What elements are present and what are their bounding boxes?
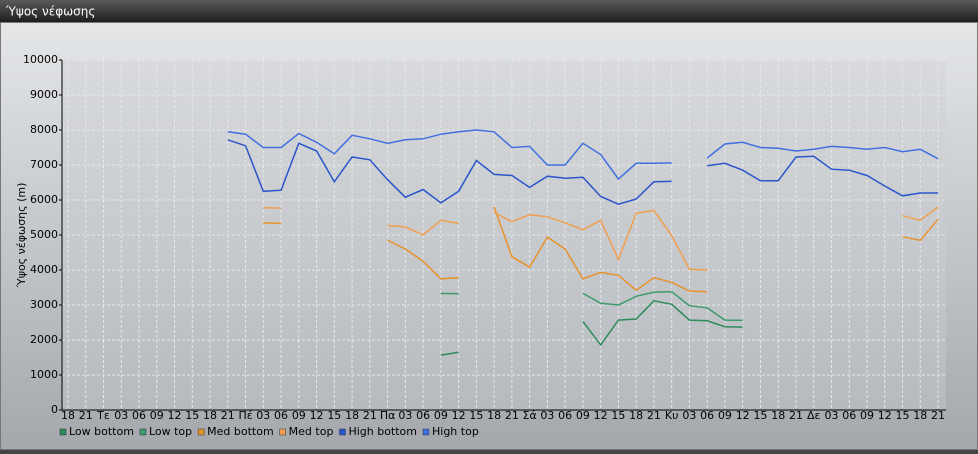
x-tick-label: 06 [842,409,856,422]
x-tick-label: 21 [79,409,93,422]
series-line [440,299,743,356]
y-axis-label: Ύψος νέφωσης (m) [15,183,28,289]
title-bar [0,0,978,22]
series-line [263,206,939,271]
x-tick-label: 03 [540,409,554,422]
y-tick-label: 8000 [30,123,58,136]
x-tick-label: 18 [771,409,785,422]
x-tick-label: 09 [292,409,306,422]
x-tick-label: 18 [913,409,927,422]
legend-label: High top [432,425,479,438]
x-tick-label: 12 [736,409,750,422]
x-tick-label: 09 [576,409,590,422]
y-tick-label: 9000 [30,88,58,101]
x-tick-label: Πα [380,409,396,422]
y-tick-label: 2000 [30,333,58,346]
x-tick-label: 21 [221,409,235,422]
x-tick-label: 09 [434,409,448,422]
x-tick-label: 09 [718,409,732,422]
x-tick-label: 15 [469,409,483,422]
x-tick-label: Πέ [238,409,252,422]
y-tick-label: 6000 [30,193,58,206]
legend-swatch [279,428,286,436]
series-line [227,129,939,181]
x-tick-label: Σά [523,409,537,422]
x-tick-label: 03 [682,409,696,422]
x-tick-label: 18 [345,409,359,422]
x-tick-label: 06 [416,409,430,422]
x-tick-label: 12 [878,409,892,422]
legend-label: Med top [289,425,334,438]
y-tick-label: 3000 [30,298,58,311]
x-tick-label: 09 [150,409,164,422]
y-tick-label: 1000 [30,368,58,381]
x-tick-label: 15 [611,409,625,422]
x-tick-label: 06 [274,409,288,422]
x-tick-label: Δε [807,409,821,422]
x-tick-label: 15 [185,409,199,422]
y-tick-label: 5000 [30,228,58,241]
legend-swatch [139,428,147,436]
x-tick-label: 09 [860,409,874,422]
x-tick-label: 21 [505,409,519,422]
x-tick-label: 15 [753,409,767,422]
x-tick-label: Κυ [665,409,679,422]
x-tick-label: 06 [132,409,146,422]
x-tick-label: 15 [327,409,341,422]
x-tick-label: 03 [398,409,412,422]
legend-label: High bottom [348,425,417,438]
x-tick-label: 18 [203,409,217,422]
x-tick-label: 21 [789,409,803,422]
x-tick-label: 15 [895,409,909,422]
legend-swatch [422,428,430,436]
y-tick-label: 4000 [30,263,58,276]
x-tick-label: 21 [931,409,945,422]
series-line [440,290,743,322]
x-tick-label: 03 [114,409,128,422]
legend-swatch [59,428,67,436]
x-tick-label: 18 [629,409,643,422]
legend-label: Low bottom [69,425,134,438]
y-tick-label: 0 [51,403,58,416]
legend-label: Low top [149,425,192,438]
x-tick-label: 12 [168,409,182,422]
window-title: Ύψος νέφωσης [5,5,95,19]
x-tick-label: 21 [363,409,377,422]
x-tick-label: 12 [310,409,324,422]
legend-swatch [339,428,346,436]
x-tick-label: 03 [256,409,270,422]
y-tick-label: 7000 [30,158,58,171]
x-tick-label: 18 [61,409,75,422]
x-tick-label: 12 [594,409,608,422]
x-tick-label: 21 [647,409,661,422]
y-tick-label: 10000 [23,53,58,66]
x-tick-label: 06 [700,409,714,422]
series-line [227,139,938,205]
legend-swatch [197,428,205,436]
x-tick-label: 06 [558,409,572,422]
x-tick-label: Τε [96,409,110,422]
x-tick-label: 18 [487,409,501,422]
x-tick-label: 03 [824,409,838,422]
legend-label: Med bottom [207,425,274,438]
series-line [263,206,939,293]
x-tick-label: 12 [452,409,466,422]
